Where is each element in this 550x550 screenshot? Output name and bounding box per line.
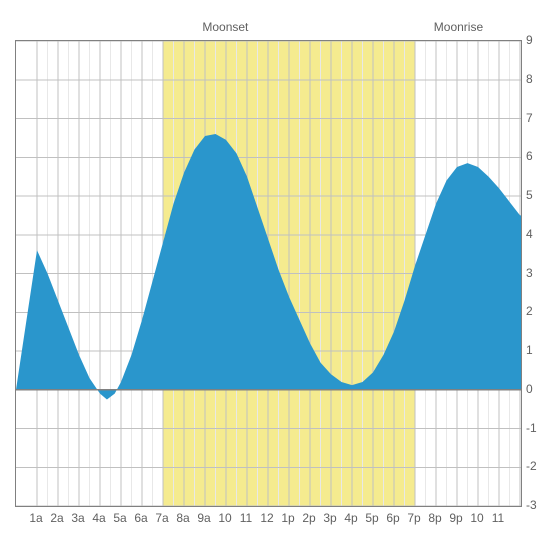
- x-tick-label: 6a: [134, 511, 147, 525]
- x-tick-label: 11: [240, 511, 252, 525]
- x-tick-label: 5a: [113, 511, 126, 525]
- x-tick-label: 3p: [323, 511, 336, 525]
- x-tick-label: 5p: [365, 511, 378, 525]
- x-tick-label: 7a: [155, 511, 168, 525]
- x-tick-label: 7p: [407, 511, 420, 525]
- moonrise-title: Moonrise: [434, 20, 483, 34]
- x-tick-label: 8a: [176, 511, 189, 525]
- x-tick-label: 9a: [197, 511, 210, 525]
- y-tick-label: 5: [526, 188, 533, 202]
- y-tick-label: -1: [526, 421, 537, 435]
- y-tick-label: -3: [526, 498, 537, 512]
- x-tick-label: 2p: [302, 511, 315, 525]
- x-tick-label: 4p: [344, 511, 357, 525]
- y-tick-label: 8: [526, 72, 533, 86]
- x-tick-label: 2a: [50, 511, 63, 525]
- x-tick-label: 3a: [71, 511, 84, 525]
- plot-area: [15, 40, 522, 507]
- x-tick-label: 6p: [386, 511, 399, 525]
- x-tick-label: 8p: [428, 511, 441, 525]
- y-tick-label: 0: [526, 382, 533, 396]
- tide-chart-container: { "plot": { "left": 15, "top": 40, "widt…: [0, 0, 550, 550]
- x-tick-label: 9p: [449, 511, 462, 525]
- y-tick-label: 6: [526, 149, 533, 163]
- y-tick-label: 4: [526, 227, 533, 241]
- x-tick-label: 11: [492, 511, 504, 525]
- chart-svg: [16, 41, 521, 506]
- y-tick-label: 1: [526, 343, 533, 357]
- x-tick-label: 10: [470, 511, 483, 525]
- x-tick-label: 12: [260, 511, 273, 525]
- y-tick-label: 7: [526, 111, 533, 125]
- x-tick-label: 10: [218, 511, 231, 525]
- moonset-title: Moonset: [202, 20, 248, 34]
- x-tick-label: 1a: [29, 511, 42, 525]
- y-tick-label: 9: [526, 33, 533, 47]
- y-tick-label: 3: [526, 266, 533, 280]
- x-tick-label: 4a: [92, 511, 105, 525]
- x-tick-label: 1p: [281, 511, 294, 525]
- y-tick-label: -2: [526, 459, 537, 473]
- y-tick-label: 2: [526, 304, 533, 318]
